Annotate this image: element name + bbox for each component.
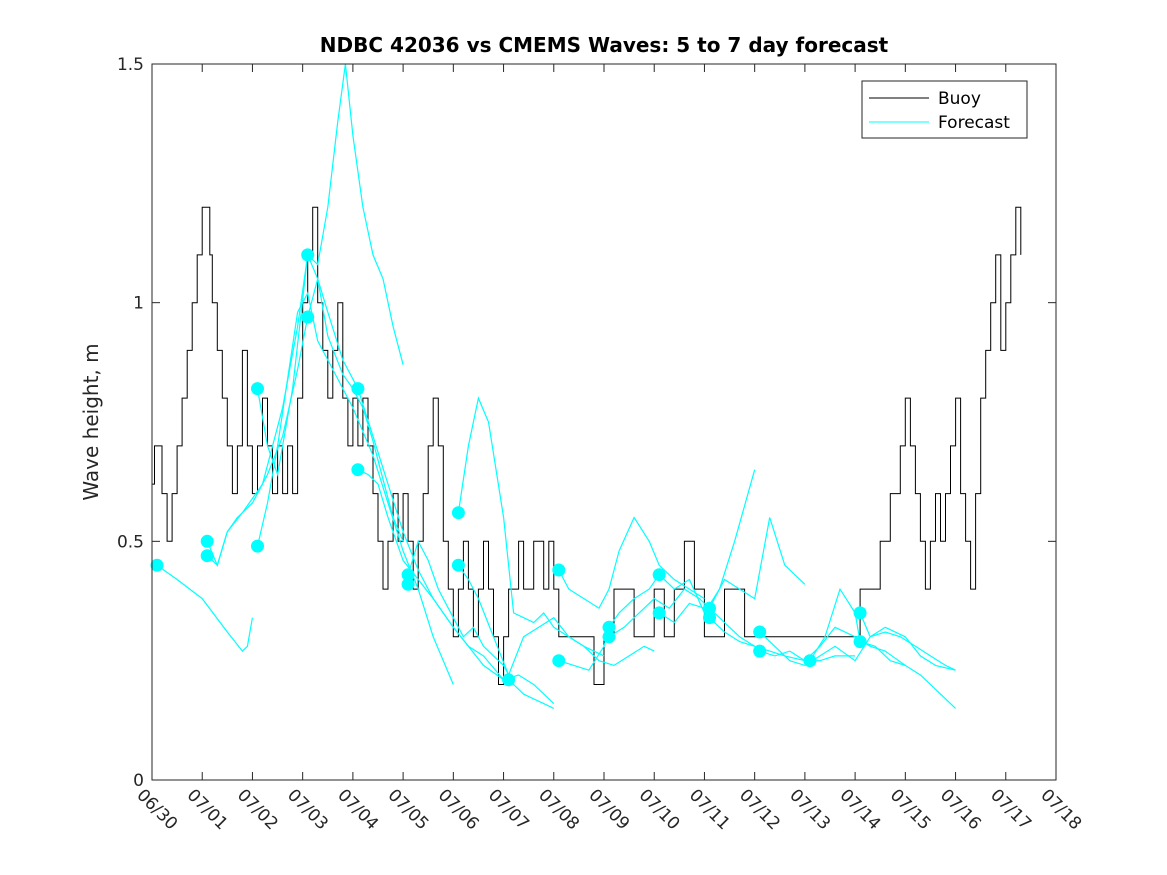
forecast-line-3 bbox=[206, 278, 404, 567]
forecast-marker-3 bbox=[200, 549, 214, 563]
buoy-series-group bbox=[152, 206, 1022, 685]
forecast-marker-19 bbox=[652, 568, 666, 582]
forecast-marker-1 bbox=[150, 558, 164, 572]
forecast-marker-15 bbox=[552, 563, 566, 577]
forecast-line-14 bbox=[709, 607, 906, 666]
forecast-marker-26 bbox=[853, 606, 867, 620]
forecast-marker-11 bbox=[401, 577, 415, 591]
forecast-marker-18 bbox=[602, 630, 616, 644]
y-axis-ticks: 0 0.5 1 1.5 bbox=[117, 55, 1056, 791]
forecast-line-15 bbox=[759, 626, 956, 671]
forecast-line-16 bbox=[809, 587, 957, 709]
forecast-marker-2 bbox=[200, 534, 214, 548]
legend-box bbox=[861, 80, 1028, 139]
y-tick-label: 1.5 bbox=[117, 55, 144, 75]
forecast-marker-17 bbox=[602, 620, 616, 634]
forecast-marker-12 bbox=[451, 506, 465, 520]
forecast-line-10 bbox=[558, 516, 705, 610]
forecast-marker-20 bbox=[652, 606, 666, 620]
y-axis-label: Wave height, m bbox=[79, 343, 103, 500]
forecast-marker-8 bbox=[351, 382, 365, 396]
buoy-line bbox=[152, 206, 1022, 685]
legend-forecast-label: Forecast bbox=[938, 113, 1010, 133]
forecast-marker-7 bbox=[301, 310, 315, 324]
forecast-line-6 bbox=[357, 469, 555, 705]
forecast-marker-14 bbox=[502, 673, 516, 687]
forecast-marker-27 bbox=[853, 635, 867, 649]
forecast-line-17 bbox=[859, 612, 956, 671]
forecast-markers-group bbox=[150, 248, 867, 687]
y-tick-label: 1 bbox=[133, 294, 144, 314]
forecast-marker-5 bbox=[251, 539, 264, 553]
forecast-marker-21 bbox=[703, 601, 716, 615]
chart-title: NDBC 42036 vs CMEMS Waves: 5 to 7 day fo… bbox=[320, 33, 889, 57]
forecast-series-group bbox=[156, 63, 957, 709]
forecast-marker-13 bbox=[451, 558, 465, 572]
forecast-line-11 bbox=[558, 469, 756, 671]
y-tick-label: 0 bbox=[133, 771, 144, 791]
forecast-marker-23 bbox=[753, 625, 767, 639]
forecast-marker-4 bbox=[251, 382, 264, 396]
legend: Buoy Forecast bbox=[861, 80, 1028, 139]
forecast-marker-25 bbox=[803, 654, 817, 668]
forecast-marker-10 bbox=[401, 568, 415, 582]
forecast-line-1 bbox=[156, 564, 253, 652]
forecast-line-12 bbox=[608, 517, 806, 638]
legend-buoy-label: Buoy bbox=[938, 89, 981, 109]
forecast-line-4 bbox=[256, 291, 454, 685]
forecast-marker-22 bbox=[703, 611, 716, 625]
forecast-line-7 bbox=[407, 539, 555, 709]
forecast-marker-24 bbox=[753, 644, 767, 658]
forecast-line-13 bbox=[658, 602, 856, 662]
forecast-marker-6 bbox=[301, 248, 315, 262]
y-tick-label: 0.5 bbox=[117, 532, 144, 552]
forecast-marker-16 bbox=[552, 654, 566, 668]
forecast-line-9 bbox=[457, 564, 655, 677]
forecast-marker-9 bbox=[351, 463, 365, 477]
